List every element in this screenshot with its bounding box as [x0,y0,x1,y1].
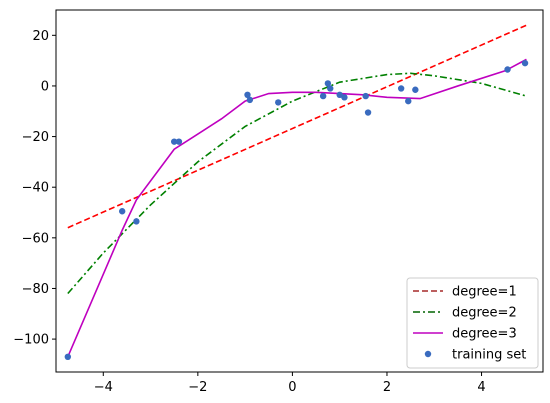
plot-marks [64,24,529,361]
legend: degree=1 degree=2 degree=3 training set [406,277,539,369]
y-tick-label: −60 [22,231,49,246]
data-point [504,66,511,73]
data-point [364,109,372,116]
series-line-degree-2 [67,72,527,295]
data-point [397,85,405,92]
x-tick-label: 4 [477,380,485,395]
x-tick-label: −2 [188,380,207,395]
data-point [246,96,254,104]
data-point [118,208,126,215]
y-tick-label: −20 [22,130,49,145]
data-point [171,138,178,145]
data-point [175,138,183,145]
data-point [362,92,369,100]
y-tick-label: 0 [41,79,49,94]
legend-box [406,277,539,369]
series-line-degree-1 [67,24,527,229]
data-point [133,218,140,225]
data-point [521,59,529,67]
data-point [244,91,251,99]
legend-label-degree-2: degree=2 [452,306,517,321]
legend-swatch-training-set [424,350,432,358]
y-tick-label: −80 [22,282,49,297]
data-point [324,80,332,87]
x-tick-label: −4 [94,380,113,395]
data-point [336,91,343,99]
data-point [341,94,348,101]
data-point [275,99,282,106]
plot-frame [55,9,544,373]
y-tick-label: 20 [32,29,49,44]
y-tick-label: −40 [22,181,49,196]
series-line-degree-3 [67,58,527,358]
x-tick-label: 2 [383,380,391,395]
legend-label-degree-1: degree=1 [452,285,517,300]
data-point [405,97,412,105]
x-tick-label: 0 [288,380,296,395]
data-point [412,86,419,93]
y-tick-label: −100 [13,333,49,348]
legend-label-degree-3: degree=3 [452,327,517,342]
data-point [319,92,327,100]
data-point [327,85,334,92]
legend-label-training-set: training set [452,348,526,363]
data-point [64,353,72,361]
